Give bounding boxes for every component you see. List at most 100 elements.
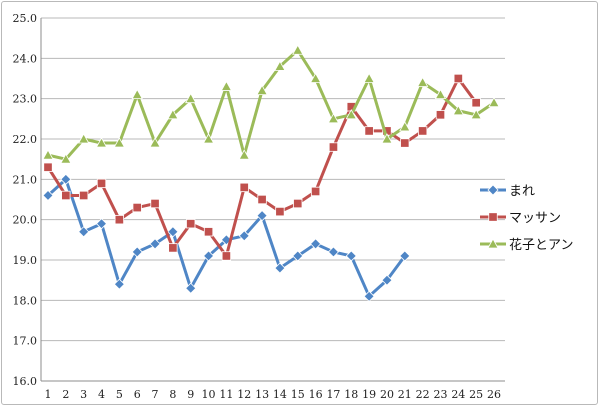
- data-point: [363, 72, 375, 83]
- x-tick-label: 19: [362, 388, 376, 401]
- data-point: [470, 108, 482, 120]
- data-point: [399, 121, 411, 132]
- data-point: [42, 189, 54, 202]
- y-tick-label: 25.0: [13, 12, 38, 25]
- series-3: [42, 44, 500, 164]
- data-point: [345, 250, 357, 262]
- x-tick-label: 23: [433, 388, 447, 401]
- data-point: [400, 138, 410, 148]
- data-point: [168, 243, 178, 253]
- data-point: [150, 198, 160, 209]
- data-point: [363, 290, 375, 302]
- legend-swatch-marker: [488, 212, 498, 222]
- data-point: [381, 133, 393, 144]
- data-point: [274, 262, 286, 274]
- data-point: [185, 282, 197, 294]
- data-point: [95, 218, 108, 230]
- x-tick-label: 7: [152, 388, 159, 401]
- y-tick-label: 16.0: [13, 375, 38, 388]
- legend-item: 花子とアン: [480, 237, 573, 253]
- x-tick-label: 11: [219, 388, 233, 401]
- data-point: [78, 133, 90, 144]
- x-tick-label: 18: [344, 388, 358, 401]
- data-point: [417, 126, 428, 136]
- y-tick-label: 19.0: [13, 254, 38, 267]
- data-point: [132, 202, 142, 213]
- data-point: [488, 96, 500, 108]
- x-tick-label: 16: [309, 388, 323, 401]
- x-tick-label: 25: [469, 388, 483, 401]
- data-point: [220, 80, 233, 91]
- x-tick-label: 5: [116, 388, 123, 401]
- legend-item: まれ: [480, 184, 535, 199]
- data-point: [453, 73, 463, 84]
- legend-swatch-marker: [487, 184, 499, 196]
- legend-label: 花子とアン: [509, 237, 573, 253]
- legend-item: マッサン: [480, 211, 561, 226]
- y-tick-label: 18.0: [13, 294, 38, 307]
- x-tick-label: 6: [134, 388, 141, 401]
- data-point: [149, 238, 161, 250]
- y-tick-label: 20.0: [13, 214, 38, 227]
- data-point: [274, 60, 286, 71]
- data-point: [238, 230, 250, 242]
- data-point: [399, 250, 411, 262]
- data-point: [114, 215, 125, 225]
- data-point: [60, 153, 72, 164]
- x-tick-label: 4: [98, 388, 105, 401]
- data-point: [42, 149, 54, 160]
- legend-label: マッサン: [509, 211, 561, 226]
- series-line: [47, 48, 495, 161]
- data-point: [60, 173, 72, 185]
- data-point: [61, 190, 71, 201]
- data-point: [471, 98, 481, 108]
- y-axis-tick-labels: 16.0 17.0 18.0 19.0 20.0 21.0 22.0 23.0 24.0 25.0: [13, 12, 38, 388]
- y-tick-label: 22.0: [13, 133, 38, 146]
- data-point: [310, 238, 322, 250]
- x-tick-label: 9: [187, 388, 194, 401]
- data-point: [327, 113, 340, 124]
- x-tick-label: 26: [487, 388, 501, 401]
- data-point: [416, 76, 429, 87]
- data-point: [238, 149, 250, 160]
- x-tick-label: 10: [202, 388, 216, 401]
- data-point: [79, 190, 89, 201]
- data-point: [275, 206, 285, 217]
- data-point: [185, 92, 197, 104]
- data-point: [328, 142, 339, 152]
- data-point: [257, 194, 267, 205]
- x-tick-label: 14: [273, 388, 287, 401]
- data-point: [113, 137, 126, 148]
- data-point: [202, 133, 215, 144]
- data-point: [256, 84, 268, 95]
- data-point: [345, 108, 357, 120]
- data-point: [364, 126, 374, 136]
- data-point: [310, 186, 321, 197]
- x-tick-label: 13: [255, 388, 269, 401]
- gridlines: [41, 17, 505, 342]
- x-tick-label: 3: [80, 388, 87, 401]
- data-point: [452, 104, 464, 116]
- x-tick-label: 21: [398, 388, 412, 401]
- y-tick-label: 21.0: [13, 173, 38, 186]
- data-point: [239, 182, 249, 193]
- axes: [40, 18, 505, 382]
- data-point: [203, 227, 214, 237]
- x-tick-label: 12: [237, 388, 251, 401]
- data-point: [186, 219, 196, 229]
- data-point: [202, 250, 215, 262]
- legend-swatch-marker: [487, 238, 499, 249]
- x-tick-label: 20: [380, 388, 394, 401]
- data-point: [292, 250, 304, 262]
- x-tick-label: 2: [62, 388, 69, 401]
- data-point: [96, 178, 107, 189]
- data-point: [292, 44, 304, 55]
- x-tick-label: 1: [45, 388, 52, 401]
- data-point: [435, 110, 446, 120]
- x-axis-tick-labels: 1 2 3 4 5 6 7 8 9 10 11 12 13 14 15 16 17 18 19 20 21 22 23 24 2…: [45, 388, 502, 401]
- series-2: [43, 73, 481, 261]
- data-point: [167, 108, 179, 120]
- data-point: [256, 210, 268, 222]
